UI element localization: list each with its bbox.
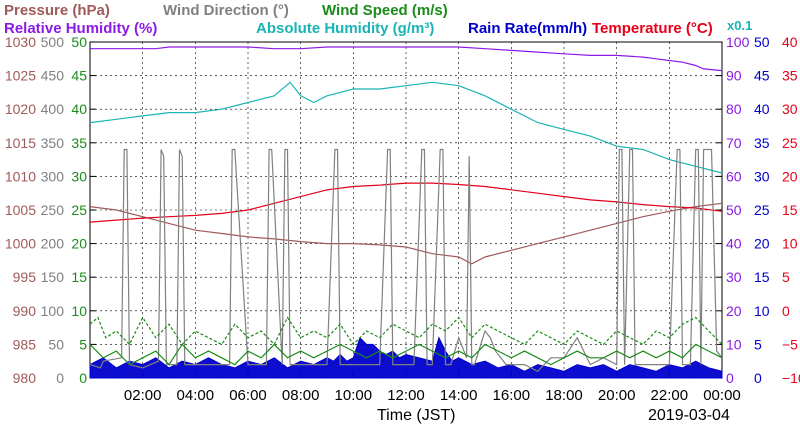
y-tick-label-wind-speed: 25 [71,202,87,218]
legend-pressure: Pressure (hPa) [4,2,110,19]
y-tick-label-rain-rate: 45 [754,68,770,84]
y-tick-label-wind-speed: 35 [71,135,87,151]
legend-wind-direction: Wind Direction (°) [163,2,289,19]
series-line-wind-speed-m-s [89,343,723,366]
y-tick-label-rain-rate: 30 [754,168,770,184]
series-line-wind-direction [89,148,723,373]
x-tick-label: 18:00 [545,387,583,404]
y-tick-label-rain-rate: 25 [754,202,770,218]
series-line-absolute-humidity-g-m [89,81,723,174]
y-tick-label-pressure: 1000 [5,236,36,252]
legend-wind-speed: Wind Speed (m/s) [322,2,448,19]
y-tick-label-wind-speed: 50 [71,34,87,50]
y-tick-label-temperature: 10 [782,236,798,252]
y-tick-label-pressure: 995 [13,269,37,285]
y-tick-label-humidity: 100 [726,34,750,50]
legend-absolute-humidity: Absolute Humidity (g/m³) [256,20,435,37]
y-tick-label-pressure: 1015 [5,135,36,151]
series-line-wind-speed-m-s-gust [89,316,723,346]
date-label: 2019-03-04 [648,407,730,424]
y-tick-label-wind-direction: 200 [41,236,65,252]
rain-rate-area [89,336,723,379]
y-tick-label-rain-rate: 20 [754,236,770,252]
x-tick-label: 10:00 [335,387,373,404]
y-tick-label-pressure: 1025 [5,68,36,84]
y-tick-label-wind-direction: 400 [41,101,65,117]
y-tick-label-pressure: 1020 [5,101,36,117]
legend-relative-humidity: Relative Humidity (%) [4,20,158,37]
y-tick-label-wind-speed: 45 [71,68,87,84]
y-tick-label-wind-direction: 0 [56,370,64,386]
y-tick-label-pressure: 1010 [5,168,36,184]
y-tick-label-wind-speed: 40 [71,101,87,117]
y-tick-label-humidity: 90 [726,68,742,84]
y-tick-label-wind-direction: 450 [41,68,65,84]
y-tick-label-wind-speed: 15 [71,269,87,285]
series-line-relative-humidity [90,46,723,72]
y-tick-label-humidity: 70 [726,135,742,151]
y-tick-label-pressure: 1005 [5,202,36,218]
y-tick-label-rain-rate: 35 [754,135,770,151]
y-tick-label-pressure: 980 [13,370,37,386]
series-line-pressure-hpa [89,202,723,265]
legend-temperature: Temperature (°C) [592,20,713,37]
series-line-temperature-c [89,182,723,223]
x-tick-label: 04:00 [177,387,215,404]
y-tick-label-temperature: −10 [782,370,800,386]
x-tick-label: 06:00 [229,387,267,404]
y-tick-label-humidity: 80 [726,101,742,117]
y-tick-label-temperature: 15 [782,202,798,218]
y-tick-label-wind-direction: 250 [41,202,65,218]
y-tick-label-rain-rate: 50 [754,34,770,50]
y-tick-label-humidity: 40 [726,236,742,252]
y-tick-label-temperature: 30 [782,101,798,117]
y-tick-label-humidity: 30 [726,269,742,285]
x-tick-label: 20:00 [598,387,636,404]
y-tick-label-rain-rate: 5 [754,336,762,352]
y-tick-label-wind-direction: 350 [41,135,65,151]
x-tick-label: 22:00 [651,387,689,404]
y-tick-label-temperature: 40 [782,34,798,50]
y-tick-label-temperature: 5 [782,269,790,285]
y-tick-label-wind-speed: 5 [79,336,87,352]
y-tick-label-wind-direction: 300 [41,168,65,184]
y-tick-label-humidity: 0 [726,370,734,386]
y-tick-label-temperature: −5 [782,336,798,352]
y-tick-label-pressure: 985 [13,336,37,352]
y-tick-label-pressure: 1030 [5,34,36,50]
y-tick-label-wind-speed: 30 [71,168,87,184]
y-tick-label-humidity: 20 [726,303,742,319]
y-tick-label-humidity: 60 [726,168,742,184]
x-tick-label: 16:00 [493,387,531,404]
x-tick-label: 12:00 [387,387,425,404]
y-tick-label-wind-speed: 20 [71,236,87,252]
y-tick-label-pressure: 990 [13,303,37,319]
y-tick-label-wind-speed: 10 [71,303,87,319]
y-tick-label-temperature: 0 [782,303,790,319]
x-tick-label: 02:00 [124,387,162,404]
y-tick-label-rain-rate: 10 [754,303,770,319]
y-tick-label-wind-speed: 0 [79,370,87,386]
y-tick-label-wind-direction: 150 [41,269,65,285]
x-tick-label: 00:00 [703,387,741,404]
x-tick-label: 14:00 [440,387,478,404]
y-tick-label-rain-rate: 15 [754,269,770,285]
y-tick-label-temperature: 20 [782,168,798,184]
y-tick-label-temperature: 25 [782,135,798,151]
y-tick-label-humidity: 10 [726,336,742,352]
x-tick-label: 08:00 [282,387,320,404]
y-tick-label-humidity: 50 [726,202,742,218]
y-tick-label-temperature: 35 [782,68,798,84]
y-tick-label-wind-direction: 100 [41,303,65,319]
legend-rain-rate: Rain Rate(mm/h) [468,20,588,37]
y-tick-label-wind-direction: 50 [48,336,64,352]
y-tick-label-wind-direction: 500 [41,34,65,50]
y-tick-label-rain-rate: 40 [754,101,770,117]
x-axis-title: Time (JST) [377,407,456,424]
y-tick-label-rain-rate: 0 [754,370,762,386]
legend-scale-note: x0.1 [727,18,753,33]
